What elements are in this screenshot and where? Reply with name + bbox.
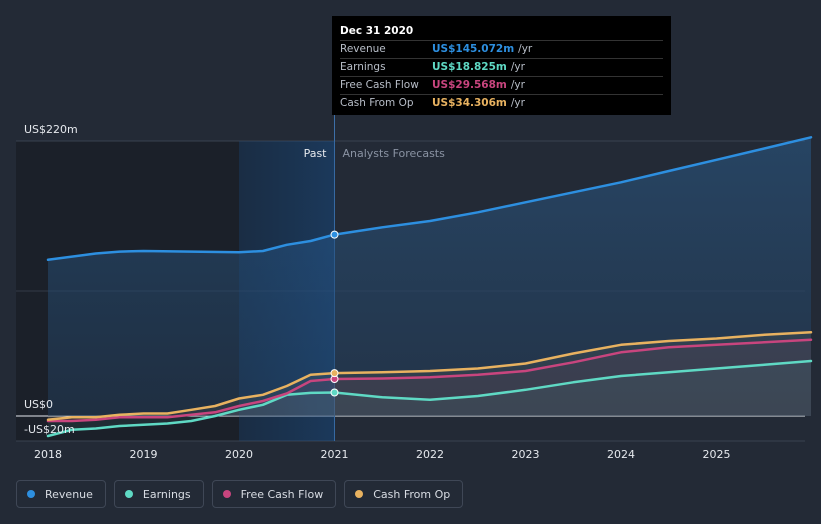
x-tick-label: 2025 xyxy=(703,448,731,461)
y-tick-label: US$0 xyxy=(24,398,53,411)
tooltip-row-revenue: Revenue US$145.072m /yr xyxy=(340,41,663,59)
y-tick-label: US$220m xyxy=(24,123,78,136)
legend-dot-icon xyxy=(222,490,231,498)
legend-label: Earnings xyxy=(142,487,191,501)
cash-from-op-marker xyxy=(330,369,339,378)
x-tick-label: 2019 xyxy=(130,448,158,461)
free-cash-flow-area xyxy=(48,339,811,421)
x-tick-label: 2020 xyxy=(225,448,253,461)
chart-areas xyxy=(48,137,811,441)
hover-tooltip: Dec 31 2020 Revenue US$145.072m /yr Earn… xyxy=(332,16,671,115)
tooltip-date: Dec 31 2020 xyxy=(340,22,663,41)
chart-canvas: US$220m US$0 -US$20m Past Analysts Forecasts… xyxy=(16,16,813,461)
legend-item-free-cash-flow[interactable]: Free Cash Flow xyxy=(211,480,337,508)
tooltip-unit: /yr xyxy=(518,43,533,55)
earnings-area xyxy=(48,361,811,436)
tooltip-unit: /yr xyxy=(510,61,525,73)
tooltip-value: US$145.072m xyxy=(432,43,515,55)
revenue-area xyxy=(48,137,811,417)
legend-label: Cash From Op xyxy=(373,487,451,501)
x-tick-label: 2022 xyxy=(416,448,444,461)
legend-dot-icon xyxy=(355,490,364,498)
tooltip-label: Earnings xyxy=(340,61,386,73)
legend-item-earnings[interactable]: Earnings xyxy=(113,480,204,508)
earnings-line xyxy=(46,359,813,438)
y-tick-label: -US$20m xyxy=(24,423,75,436)
forecast-label: Analysts Forecasts xyxy=(343,147,446,160)
legend-item-revenue[interactable]: Revenue xyxy=(16,480,106,508)
cash-from-op-line xyxy=(46,331,813,422)
chart-labels: US$220m US$0 -US$20m Past Analysts Forecasts… xyxy=(24,123,731,461)
tooltip-row-free-cash-flow: Free Cash Flow US$29.568m /yr xyxy=(340,77,663,95)
chart-markers xyxy=(330,230,339,397)
tooltip-value: US$18.825m xyxy=(432,61,507,73)
tooltip-label: Free Cash Flow xyxy=(340,79,419,91)
tooltip-label: Revenue xyxy=(340,43,386,55)
tooltip-value: US$29.568m xyxy=(432,79,507,91)
tooltip-unit: /yr xyxy=(510,79,525,91)
tooltip-label: Cash From Op xyxy=(340,97,414,109)
x-tick-label: 2024 xyxy=(607,448,635,461)
cash-from-op-area xyxy=(48,332,811,420)
revenue-marker xyxy=(330,230,339,239)
legend-label: Revenue xyxy=(45,487,93,501)
chart-lines xyxy=(46,136,813,438)
chart-legend: Revenue Earnings Free Cash Flow Cash Fro… xyxy=(16,480,464,508)
x-tick-label: 2023 xyxy=(512,448,540,461)
tooltip-row-cash-from-op: Cash From Op US$34.306m /yr xyxy=(340,95,663,112)
legend-dot-icon xyxy=(124,490,133,498)
earnings-marker xyxy=(330,388,339,397)
tooltip-unit: /yr xyxy=(510,97,525,109)
tooltip-value: US$34.306m xyxy=(432,97,507,109)
past-highlight-overlay xyxy=(239,141,335,441)
x-tick-label: 2018 xyxy=(34,448,62,461)
revenue-line xyxy=(46,136,813,262)
x-tick-label: 2021 xyxy=(321,448,349,461)
legend-item-cash-from-op[interactable]: Cash From Op xyxy=(344,480,464,508)
legend-dot-icon xyxy=(27,490,35,498)
legend-label: Free Cash Flow xyxy=(240,487,324,501)
past-label: Past xyxy=(304,147,328,160)
tooltip-row-earnings: Earnings US$18.825m /yr xyxy=(340,59,663,77)
free-cash-flow-line xyxy=(46,338,813,423)
